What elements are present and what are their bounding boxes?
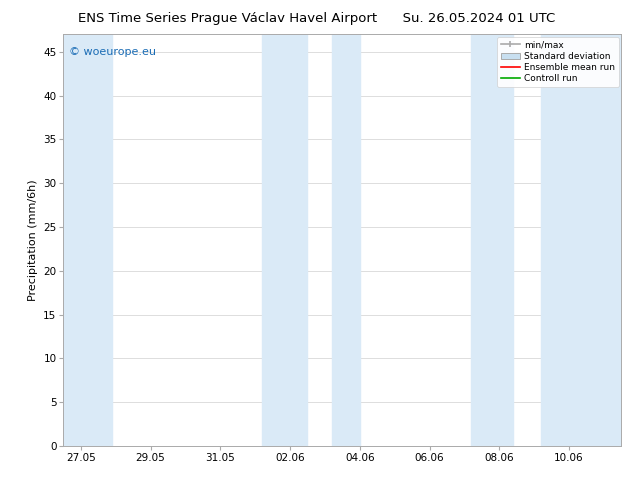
- Y-axis label: Precipitation (mm/6h): Precipitation (mm/6h): [28, 179, 37, 301]
- Text: ENS Time Series Prague Václav Havel Airport      Su. 26.05.2024 01 UTC: ENS Time Series Prague Václav Havel Airp…: [79, 12, 555, 25]
- Bar: [541, 34, 621, 446]
- Legend: min/max, Standard deviation, Ensemble mean run, Controll run: min/max, Standard deviation, Ensemble me…: [497, 37, 619, 87]
- Bar: [63, 34, 112, 446]
- Text: © woeurope.eu: © woeurope.eu: [69, 47, 156, 57]
- Bar: [471, 34, 513, 446]
- Bar: [332, 34, 360, 446]
- Bar: [262, 34, 307, 446]
